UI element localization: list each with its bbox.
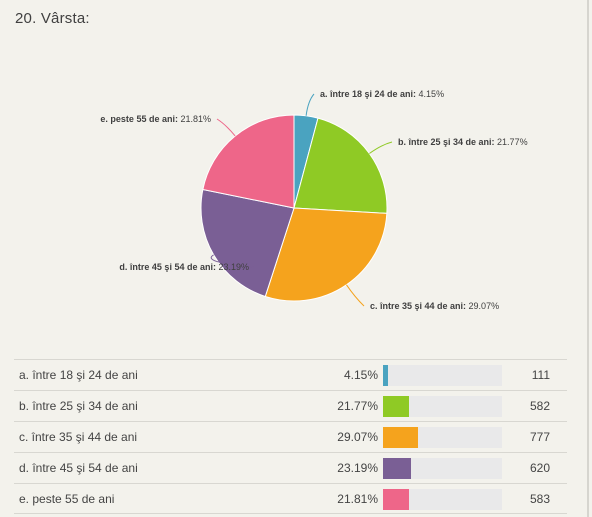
bar-track-a: [383, 365, 502, 386]
pie-label-category-b: b. între 25 şi 34 de ani:: [398, 137, 495, 147]
table-row: b. între 25 şi 34 de ani 21.77% 582: [14, 390, 567, 421]
row-percent-c: 29.07%: [337, 430, 378, 444]
row-percent-a: 4.15%: [343, 368, 378, 382]
leader-line-a: [305, 93, 315, 116]
bar-fill-b: [383, 396, 409, 417]
row-count-a: 111: [531, 368, 550, 382]
row-label-c: c. între 35 şi 44 de ani: [19, 430, 138, 444]
age-pie-chart: a. între 18 şi 24 de ani: 4.15% b. între …: [100, 89, 528, 311]
question-title: 20. Vârsta:: [15, 10, 90, 27]
pie-label-percent-c: 29.07%: [466, 301, 499, 311]
row-label-e: e. peste 55 de ani: [19, 492, 115, 506]
pie-label-category-e: e. peste 55 de ani:: [100, 114, 178, 124]
bar-track-b: [383, 396, 502, 417]
row-label-a: a. între 18 şi 24 de ani: [19, 368, 138, 382]
pie-label-percent-a: 4.15%: [416, 89, 444, 99]
pie-label-category-d: d. între 45 şi 54 de ani:: [119, 262, 216, 272]
pie-label-percent-d: 23.19%: [216, 262, 249, 272]
pie-label-e: e. peste 55 de ani: 21.81%: [100, 114, 211, 124]
bar-fill-c: [383, 427, 418, 448]
row-percent-e: 21.81%: [337, 492, 378, 506]
row-count-e: 583: [529, 492, 550, 506]
pie-label-percent-e: 21.81%: [178, 114, 211, 124]
pie-slice-d: [200, 188, 295, 298]
row-percent-d: 23.19%: [337, 461, 378, 475]
pie-label-percent-b: 21.77%: [495, 137, 528, 147]
pie-slice-c: [264, 207, 388, 302]
results-table: a. între 18 şi 24 de ani 4.15% 111 b. în…: [14, 359, 567, 514]
table-row: d. între 45 şi 54 de ani 23.19% 620: [14, 452, 567, 483]
bar-track-e: [383, 489, 502, 510]
leader-line-b: [369, 141, 393, 154]
pie-label-a: a. între 18 şi 24 de ani: 4.15%: [320, 89, 444, 99]
bar-track-d: [383, 458, 502, 479]
pie-label-b: b. între 25 şi 34 de ani: 21.77%: [398, 137, 528, 147]
pie-label-c: c. între 35 şi 44 de ani: 29.07%: [370, 301, 499, 311]
table-row: c. între 35 şi 44 de ani 29.07% 777: [14, 421, 567, 452]
row-label-b: b. între 25 şi 34 de ani: [19, 399, 138, 413]
table-row: e. peste 55 de ani 21.81% 583: [14, 483, 567, 514]
bar-track-c: [383, 427, 502, 448]
pie-label-category-c: c. între 35 şi 44 de ani:: [370, 301, 466, 311]
pie-label-d: d. între 45 şi 54 de ani: 23.19%: [119, 262, 249, 272]
row-count-d: 620: [529, 461, 550, 475]
bar-fill-e: [383, 489, 409, 510]
leader-line-c: [346, 284, 365, 307]
row-percent-b: 21.77%: [337, 399, 378, 413]
leader-line-e: [216, 118, 236, 137]
leader-line-d: [210, 254, 256, 268]
row-label-d: d. între 45 şi 54 de ani: [19, 461, 138, 475]
row-count-b: 582: [529, 399, 550, 413]
bar-fill-d: [383, 458, 411, 479]
row-count-c: 777: [529, 430, 550, 444]
bar-fill-a: [383, 365, 388, 386]
pie-label-category-a: a. între 18 şi 24 de ani:: [320, 89, 416, 99]
table-row: a. între 18 şi 24 de ani 4.15% 111: [14, 359, 567, 390]
